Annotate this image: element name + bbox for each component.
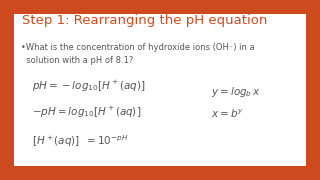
Text: $x = b^y$: $x = b^y$ [211, 108, 244, 120]
Text: $-pH = log_{10}[H^+(aq)]$: $-pH = log_{10}[H^+(aq)]$ [32, 104, 141, 120]
Text: $pH = -log_{10}[H^+(aq)]$: $pH = -log_{10}[H^+(aq)]$ [32, 79, 145, 94]
Text: •What is the concentration of hydroxide ions (OH⁻) in a
  solution with a pH of : •What is the concentration of hydroxide … [21, 43, 254, 65]
Bar [14, 14, 306, 166]
Text: $[H^+(aq)]\;\; = 10^{-pH}$: $[H^+(aq)]\;\; = 10^{-pH}$ [32, 133, 129, 149]
Text: $y = log_b\, x$: $y = log_b\, x$ [211, 85, 261, 99]
Text: Step 1: Rearranging the pH equation: Step 1: Rearranging the pH equation [22, 14, 268, 27]
